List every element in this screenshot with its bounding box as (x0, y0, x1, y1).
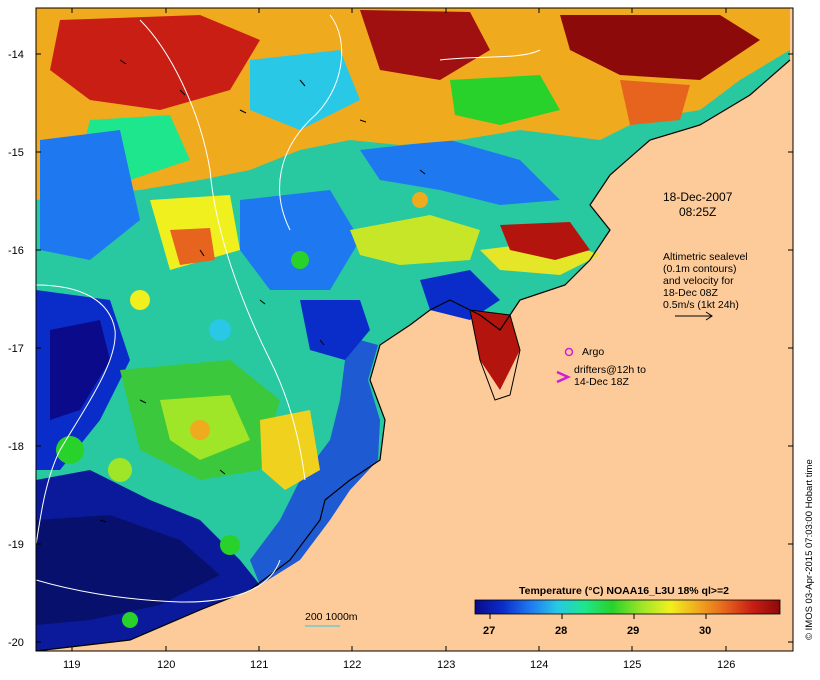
sealevel-contours (36, 14, 541, 603)
x-tick-label: 122 (343, 659, 361, 671)
colorbar-title: Temperature (°C) NOAA16_L3U 18% ql>=2 (519, 585, 729, 597)
colorbar-tick-28: 28 (555, 625, 567, 637)
altimetry-legend: Altimetric sealevel (0.1m contours) and … (663, 251, 748, 321)
altimetry-line1: Altimetric sealevel (663, 251, 748, 263)
x-tick-label: 120 (157, 659, 175, 671)
coastline-bay (469, 309, 521, 401)
colorbar-ramp (474, 599, 781, 615)
colorbar-tick-29: 29 (627, 625, 639, 637)
altimetry-line2: (0.1m contours) (663, 263, 737, 275)
y-tick-label: -20 (8, 637, 24, 649)
drifters-line2: 14-Dec 18Z (574, 376, 629, 388)
y-tick-label: -15 (8, 147, 24, 159)
x-tick-label: 126 (717, 659, 735, 671)
y-tick-label: -19 (8, 539, 24, 551)
x-axis: 119 120 121 122 123 124 125 126 (63, 8, 735, 671)
argo-marker-icon (564, 347, 574, 357)
sst-field (36, 8, 790, 651)
map-frame (35, 7, 794, 652)
x-tick-label: 125 (623, 659, 641, 671)
y-axis: -14 -15 -16 -17 -18 -19 -20 (8, 49, 793, 649)
colorbar-tick-30: 30 (699, 625, 711, 637)
y-tick-label: -14 (8, 49, 24, 61)
y-tick-label: -17 (8, 343, 24, 355)
altimetry-line5: 0.5m/s (1kt 24h) (663, 299, 739, 311)
coastline (36, 59, 791, 651)
x-tick-label: 119 (63, 659, 81, 671)
colorbar: Temperature (°C) NOAA16_L3U 18% ql>=2 27… (474, 585, 781, 637)
map-area: 18-Dec-2007 08:25Z Altimetric sealevel (… (36, 8, 793, 651)
x-tick-label: 121 (250, 659, 268, 671)
drifters-line1: drifters@12h to (574, 364, 646, 376)
altimetry-line3: and velocity for (663, 275, 734, 287)
colorbar-tick-27: 27 (483, 625, 495, 637)
altimetry-line4: 18-Dec 08Z (663, 287, 718, 299)
argo-legend: Argo (564, 346, 604, 358)
datetime-line1: 18-Dec-2007 (663, 190, 733, 204)
y-tick-label: -16 (8, 245, 24, 257)
depth-contour-legend: 200 1000m (305, 611, 358, 627)
y-tick-label: -18 (8, 441, 24, 453)
x-tick-label: 124 (530, 659, 548, 671)
argo-label: Argo (582, 346, 604, 358)
drifters-legend: drifters@12h to 14-Dec 18Z (556, 364, 646, 388)
datetime-line2: 08:25Z (679, 205, 716, 219)
depth-contour-label: 200 1000m (305, 611, 358, 623)
velocity-vectors (99, 59, 426, 523)
credit-text: © IMOS 03-Apr-2015 07:03:00 Hobart time (804, 459, 815, 640)
drifter-marker-icon (556, 370, 572, 384)
x-tick-label: 123 (437, 659, 455, 671)
